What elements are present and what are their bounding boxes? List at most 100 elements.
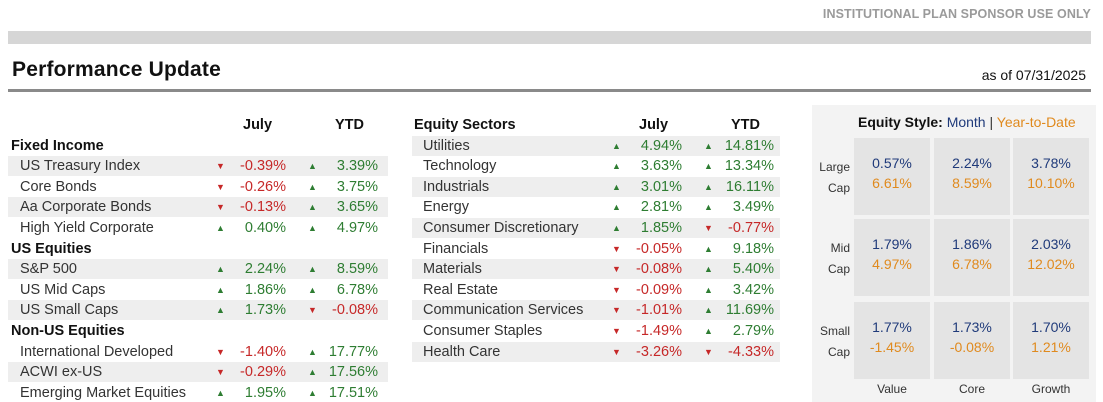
july-value: -0.09%: [636, 281, 682, 298]
ytd-value: 11.69%: [725, 302, 774, 319]
table-row: Industrials ▲ 3.01% ▲ 16.11%: [412, 176, 780, 197]
row-label: Energy: [423, 199, 469, 216]
ytd-value: 17.56%: [328, 364, 378, 381]
row-label: International Developed: [20, 343, 174, 360]
july-value: -1.01%: [636, 302, 682, 319]
ytd-value: 9.18%: [732, 240, 774, 257]
row-label: Aa Corporate Bonds: [20, 199, 152, 216]
style-row-label: Mid Cap: [816, 238, 850, 280]
up-arrow-icon: ▲: [308, 346, 317, 357]
ytd-value: 3.75%: [336, 178, 378, 195]
ytd-value: 17.77%: [328, 343, 378, 360]
july-value: -0.29%: [240, 364, 286, 381]
down-arrow-icon: ▼: [216, 181, 225, 192]
table-row: Emerging Market Equities ▲ 1.95% ▲ 17.51%: [8, 383, 388, 402]
ytd-value: 16.11%: [725, 178, 774, 195]
row-label: Communication Services: [423, 302, 584, 319]
section-title: US Equities: [11, 240, 92, 257]
row-label: Core Bonds: [20, 178, 97, 195]
july-value: 3.63%: [640, 158, 682, 175]
month-return: 1.86%: [952, 236, 992, 252]
up-arrow-icon: ▲: [704, 202, 713, 213]
style-cell: 1.86% 6.78%: [934, 219, 1010, 296]
section-title: Fixed Income: [11, 137, 104, 154]
row-label: High Yield Corporate: [20, 220, 154, 236]
title-divider: [8, 89, 1091, 92]
up-arrow-icon: ▲: [704, 326, 713, 336]
style-column-label: Growth: [1031, 382, 1071, 396]
ytd-return: 12.02%: [1027, 256, 1075, 272]
ytd-value: 14.81%: [724, 137, 774, 154]
row-label: US Mid Caps: [20, 281, 106, 298]
july-value: -0.08%: [636, 261, 682, 278]
month-return: 1.79%: [872, 236, 912, 252]
up-arrow-icon: ▲: [612, 161, 621, 172]
table-row: Communication Services ▼ -1.01% ▲ 11.69%: [412, 300, 780, 321]
up-arrow-icon: ▲: [704, 305, 713, 316]
july-value: -3.26%: [636, 343, 682, 360]
ytd-value: 5.40%: [732, 261, 774, 278]
july-value: 1.86%: [244, 281, 286, 298]
table-row: ACWI ex-US ▼ -0.29% ▲ 17.56%: [8, 362, 388, 383]
row-label: Consumer Staples: [423, 323, 543, 339]
row-label: Industrials: [423, 178, 490, 195]
ytd-return: 8.59%: [952, 175, 992, 191]
ytd-return: 10.10%: [1027, 175, 1075, 191]
table-row: Financials ▼ -0.05% ▲ 9.18%: [412, 239, 780, 259]
july-value: 1.95%: [244, 384, 286, 401]
style-cell: 1.79% 4.97%: [854, 219, 930, 296]
july-value: -0.39%: [240, 158, 286, 175]
table-row: Aa Corporate Bonds ▼ -0.13% ▲ 3.65%: [8, 197, 388, 218]
july-value: -1.49%: [636, 323, 682, 339]
month-return: 3.78%: [1031, 155, 1071, 171]
ytd-value: 6.78%: [336, 281, 378, 298]
july-value: -0.05%: [636, 240, 682, 257]
asset-class-table: July YTD Fixed Income US Treasury Index ▼ -…: [8, 115, 388, 401]
down-arrow-icon: ▼: [216, 367, 225, 378]
ytd-value: 3.39%: [336, 158, 378, 175]
down-arrow-icon: ▼: [612, 326, 621, 336]
equity-sectors-header: Equity Sectors July YTD: [412, 115, 780, 135]
table-row: US Mid Caps ▲ 1.86% ▲ 6.78%: [8, 280, 388, 300]
row-label: S&P 500: [20, 261, 77, 278]
ytd-return: -0.08%: [949, 339, 995, 355]
equity-style-box: Equity Style: Month | Year-to-Date Large…: [812, 105, 1096, 402]
up-arrow-icon: ▲: [308, 181, 317, 192]
as-of-date: as of 07/31/2025: [981, 67, 1086, 83]
up-arrow-icon: ▲: [308, 161, 317, 172]
style-cell: 1.77% -1.45%: [854, 302, 930, 379]
july-value: 1.85%: [640, 220, 682, 236]
up-arrow-icon: ▲: [308, 223, 317, 233]
up-arrow-icon: ▲: [216, 284, 225, 295]
july-value: -0.13%: [240, 199, 286, 216]
up-arrow-icon: ▲: [704, 161, 713, 172]
table-row: US Small Caps ▲ 1.73% ▼ -0.08%: [8, 300, 388, 321]
up-arrow-icon: ▲: [308, 202, 317, 213]
up-arrow-icon: ▲: [612, 223, 621, 233]
down-arrow-icon: ▼: [612, 264, 621, 275]
down-arrow-icon: ▼: [308, 305, 317, 316]
usage-notice: INSTITUTIONAL PLAN SPONSOR USE ONLY: [822, 7, 1091, 21]
down-arrow-icon: ▼: [216, 202, 225, 213]
july-value: 1.73%: [244, 302, 286, 319]
july-value: -1.40%: [240, 343, 286, 360]
up-arrow-icon: ▲: [704, 140, 713, 151]
table-row: Technology ▲ 3.63% ▲ 13.34%: [412, 156, 780, 176]
ytd-value: -0.77%: [728, 220, 774, 236]
page-title: Performance Update: [12, 58, 221, 81]
down-arrow-icon: ▼: [612, 284, 621, 295]
row-label: Materials: [423, 261, 482, 278]
asset-class-table-header: July YTD: [8, 115, 388, 135]
month-return: 1.70%: [1031, 319, 1071, 335]
equity-style-label: Equity Style:: [858, 114, 943, 130]
table-row: Health Care ▼ -3.26% ▼ -4.33%: [412, 341, 780, 362]
style-column-label: Value: [877, 382, 907, 396]
style-row-label-line: Small: [819, 324, 850, 338]
equity-style-legend: Equity Style: Month | Year-to-Date: [858, 114, 1076, 130]
ytd-return: 6.61%: [872, 175, 912, 191]
table-row: Consumer Staples ▼ -1.49% ▲ 2.79%: [412, 321, 780, 341]
table-row: S&P 500 ▲ 2.24% ▲ 8.59%: [8, 259, 388, 280]
up-arrow-icon: ▲: [308, 264, 317, 275]
column-header-ytd: YTD: [335, 117, 364, 133]
row-label: US Treasury Index: [20, 158, 141, 175]
